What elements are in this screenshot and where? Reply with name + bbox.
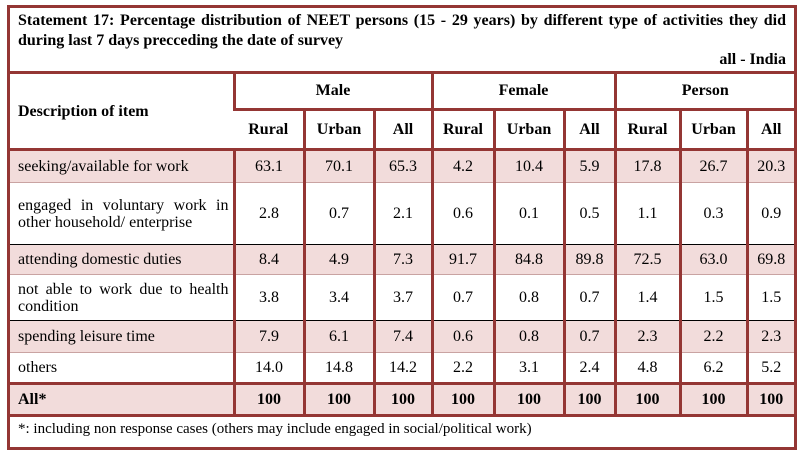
cell-value: 4.8 bbox=[613, 352, 680, 384]
cell-value: 1.1 bbox=[613, 182, 680, 245]
total-value: 100 bbox=[678, 382, 747, 414]
cell-value: 7.9 bbox=[232, 320, 304, 353]
row-label: engaged in voluntary work in other house… bbox=[10, 182, 234, 245]
cell-value: 70.1 bbox=[302, 149, 374, 183]
cell-value: 2.1 bbox=[372, 182, 432, 245]
subheader-male-all: All bbox=[372, 109, 432, 151]
row-label: attending domestic duties bbox=[10, 244, 234, 275]
row-label: not able to work due to health condition bbox=[10, 274, 234, 321]
cell-value: 17.8 bbox=[613, 149, 680, 183]
subheader-male-rural: Rural bbox=[234, 109, 304, 151]
cell-value: 65.3 bbox=[372, 149, 432, 183]
cell-value: 89.8 bbox=[562, 244, 615, 275]
total-value: 100 bbox=[613, 382, 680, 414]
cell-value: 2.3 bbox=[613, 320, 680, 353]
cell-value: 3.7 bbox=[372, 274, 432, 321]
cell-value: 4.9 bbox=[302, 244, 374, 275]
subheader-female-rural: Rural bbox=[430, 109, 494, 151]
table-row: seeking/available for work 63.1 70.1 65.3 4.… bbox=[10, 149, 794, 183]
cell-value: 5.2 bbox=[745, 352, 794, 384]
cell-value: 2.2 bbox=[430, 352, 494, 384]
footnote: *: including non response cases (others … bbox=[10, 414, 794, 447]
total-value: 100 bbox=[232, 382, 304, 414]
cell-value: 91.7 bbox=[430, 244, 494, 275]
cell-value: 84.8 bbox=[492, 244, 564, 275]
cell-value: 69.8 bbox=[745, 244, 794, 275]
cell-value: 72.5 bbox=[613, 244, 680, 275]
total-value: 100 bbox=[430, 382, 494, 414]
header-description: Description of item bbox=[10, 74, 234, 151]
cell-value: 14.0 bbox=[232, 352, 304, 384]
cell-value: 10.4 bbox=[492, 149, 564, 183]
subheader-person-urban: Urban bbox=[678, 109, 747, 151]
total-value: 100 bbox=[372, 382, 432, 414]
cell-value: 2.8 bbox=[232, 182, 304, 245]
cell-value: 20.3 bbox=[745, 149, 794, 183]
cell-value: 0.1 bbox=[492, 182, 564, 245]
total-value: 100 bbox=[302, 382, 374, 414]
header-female: Female bbox=[430, 74, 615, 111]
cell-value: 1.4 bbox=[613, 274, 680, 321]
cell-value: 7.4 bbox=[372, 320, 432, 353]
cell-value: 2.3 bbox=[745, 320, 794, 353]
title-text: Statement 17: Percentage distribution of… bbox=[18, 12, 786, 49]
cell-value: 0.3 bbox=[678, 182, 747, 245]
cell-value: 63.1 bbox=[232, 149, 304, 183]
cell-value: 3.1 bbox=[492, 352, 564, 384]
total-value: 100 bbox=[492, 382, 564, 414]
total-label: All* bbox=[10, 382, 234, 414]
total-value: 100 bbox=[562, 382, 615, 414]
row-label: spending leisure time bbox=[10, 320, 234, 353]
cell-value: 0.7 bbox=[562, 320, 615, 353]
table-title: Statement 17: Percentage distribution of… bbox=[10, 8, 794, 74]
cell-value: 2.4 bbox=[562, 352, 615, 384]
total-value: 100 bbox=[745, 382, 794, 414]
cell-value: 6.1 bbox=[302, 320, 374, 353]
subheader-male-urban: Urban bbox=[302, 109, 374, 151]
header-male: Male bbox=[232, 74, 432, 111]
cell-value: 1.5 bbox=[678, 274, 747, 321]
cell-value: 4.2 bbox=[430, 149, 494, 183]
cell-value: 7.3 bbox=[372, 244, 432, 275]
cell-value: 0.6 bbox=[430, 320, 494, 353]
subheader-female-urban: Urban bbox=[492, 109, 564, 151]
cell-value: 3.4 bbox=[302, 274, 374, 321]
subheader-person-rural: Rural bbox=[613, 109, 680, 151]
table-row: engaged in voluntary work in other house… bbox=[10, 182, 794, 245]
row-label: others bbox=[10, 352, 234, 384]
cell-value: 63.0 bbox=[678, 244, 747, 275]
cell-value: 0.7 bbox=[430, 274, 494, 321]
data-table: Description of item Male Female Person R… bbox=[10, 74, 794, 414]
table-row: not able to work due to health condition… bbox=[10, 274, 794, 321]
cell-value: 0.8 bbox=[492, 320, 564, 353]
cell-value: 0.8 bbox=[492, 274, 564, 321]
cell-value: 5.9 bbox=[562, 149, 615, 183]
cell-value: 0.7 bbox=[562, 274, 615, 321]
statement-table-container: Statement 17: Percentage distribution of… bbox=[7, 5, 797, 450]
header-person: Person bbox=[613, 74, 794, 111]
cell-value: 0.5 bbox=[562, 182, 615, 245]
cell-value: 14.8 bbox=[302, 352, 374, 384]
table-row: others 14.0 14.8 14.2 2.2 3.1 2.4 4.8 6.2 5.2 bbox=[10, 352, 794, 384]
subheader-person-all: All bbox=[745, 109, 794, 151]
cell-value: 0.6 bbox=[430, 182, 494, 245]
cell-value: 6.2 bbox=[678, 352, 747, 384]
cell-value: 3.8 bbox=[232, 274, 304, 321]
cell-value: 1.5 bbox=[745, 274, 794, 321]
cell-value: 8.4 bbox=[232, 244, 304, 275]
cell-value: 14.2 bbox=[372, 352, 432, 384]
subheader-female-all: All bbox=[562, 109, 615, 151]
total-row: All* 100 100 100 100 100 100 100 100 100 bbox=[10, 382, 794, 414]
region-label: all - India bbox=[719, 51, 786, 68]
table-row: spending leisure time 7.9 6.1 7.4 0.6 0.8 0.7 2… bbox=[10, 320, 794, 353]
cell-value: 0.7 bbox=[302, 182, 374, 245]
table-row: attending domestic duties 8.4 4.9 7.3 91.7 84… bbox=[10, 244, 794, 275]
row-label: seeking/available for work bbox=[10, 149, 234, 183]
cell-value: 26.7 bbox=[678, 149, 747, 183]
cell-value: 2.2 bbox=[678, 320, 747, 353]
cell-value: 0.9 bbox=[745, 182, 794, 245]
